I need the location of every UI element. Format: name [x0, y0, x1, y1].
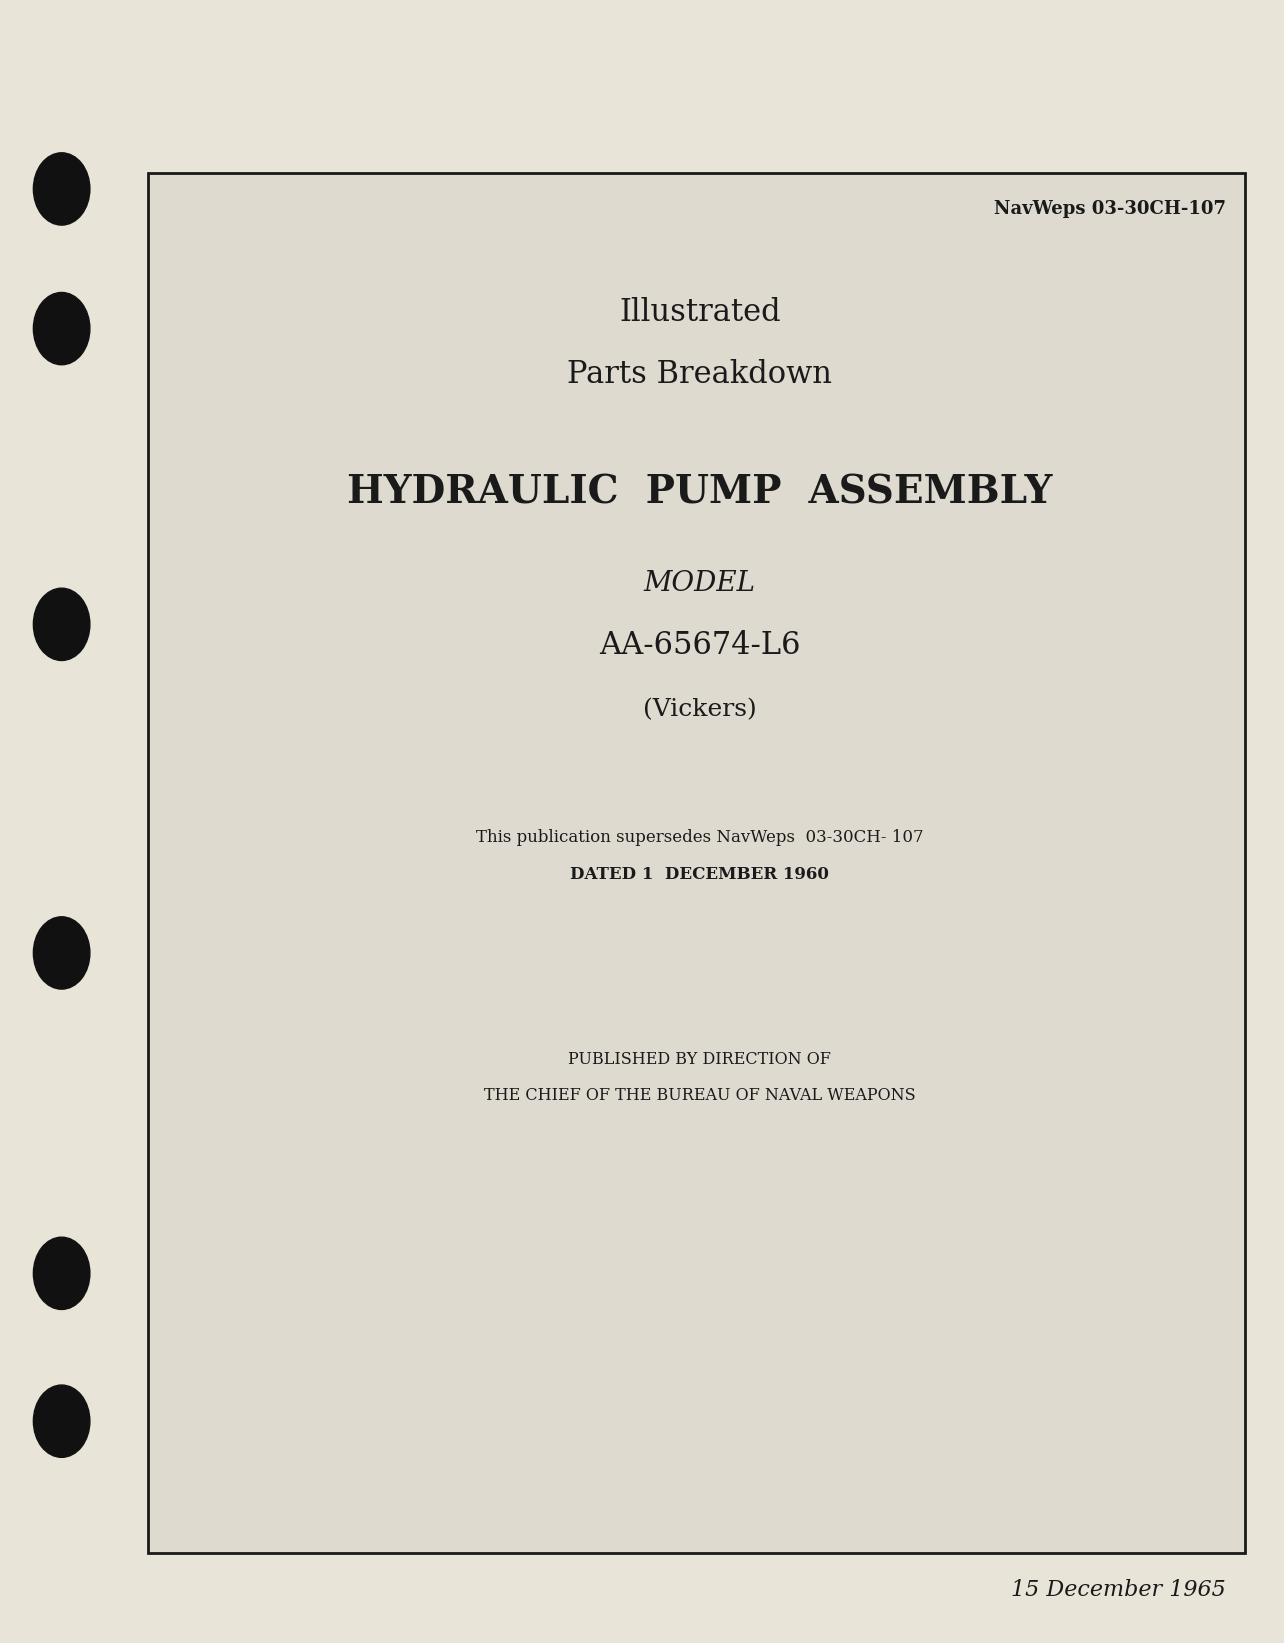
Circle shape: [33, 292, 90, 365]
Text: DATED 1  DECEMBER 1960: DATED 1 DECEMBER 1960: [570, 866, 829, 882]
Text: This publication supersedes NavWeps  03-30CH- 107: This publication supersedes NavWeps 03-3…: [476, 830, 923, 846]
Text: MODEL: MODEL: [643, 570, 756, 596]
Bar: [148, 173, 1245, 1553]
Text: 15 December 1965: 15 December 1965: [1012, 1579, 1226, 1602]
Text: Illustrated: Illustrated: [619, 297, 781, 327]
Circle shape: [33, 153, 90, 225]
Circle shape: [33, 1385, 90, 1457]
Text: PUBLISHED BY DIRECTION OF: PUBLISHED BY DIRECTION OF: [569, 1052, 831, 1068]
Text: (Vickers): (Vickers): [643, 698, 756, 721]
Circle shape: [33, 1237, 90, 1309]
Text: THE CHIEF OF THE BUREAU OF NAVAL WEAPONS: THE CHIEF OF THE BUREAU OF NAVAL WEAPONS: [484, 1088, 915, 1104]
Text: NavWeps 03-30CH-107: NavWeps 03-30CH-107: [994, 200, 1226, 219]
Text: HYDRAULIC  PUMP  ASSEMBLY: HYDRAULIC PUMP ASSEMBLY: [347, 473, 1053, 513]
Circle shape: [33, 588, 90, 660]
Text: Parts Breakdown: Parts Breakdown: [568, 360, 832, 389]
Circle shape: [33, 917, 90, 989]
Text: AA-65674-L6: AA-65674-L6: [600, 631, 800, 660]
